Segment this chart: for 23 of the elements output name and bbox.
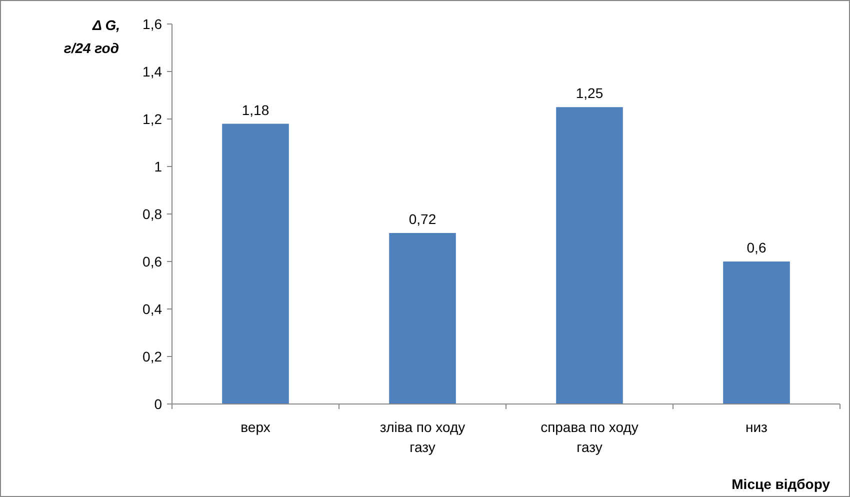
bar	[222, 124, 289, 404]
y-axis-title: Δ G, г/24 год	[64, 17, 120, 56]
y-tick-label: 1	[154, 158, 162, 174]
y-tick-label: 0,8	[142, 206, 162, 222]
data-label: 0,72	[408, 211, 436, 227]
x-tick-label: зліва по ходу газу	[380, 419, 466, 455]
data-label: 0,6	[746, 240, 766, 256]
data-label: 1,18	[242, 102, 270, 118]
y-tick-label: 1,2	[142, 110, 162, 127]
bar	[556, 107, 623, 404]
data-label: 1,25	[576, 85, 604, 102]
bar	[389, 233, 456, 404]
x-axis-title: Місце відбору	[732, 476, 830, 492]
y-tick-label: 1,4	[142, 63, 162, 80]
x-tick-label: верх	[240, 419, 270, 435]
y-tick-label: 0,2	[142, 348, 162, 364]
x-tick-label: низ	[746, 419, 768, 435]
y-tick-label: 1,6	[142, 16, 162, 32]
y-tick-label: 0,4	[142, 300, 162, 317]
x-tick-label: справа по ходу газу	[540, 419, 638, 455]
bar	[723, 262, 790, 404]
y-tick-label: 0,6	[142, 253, 162, 270]
y-tick-label: 0	[154, 396, 162, 412]
